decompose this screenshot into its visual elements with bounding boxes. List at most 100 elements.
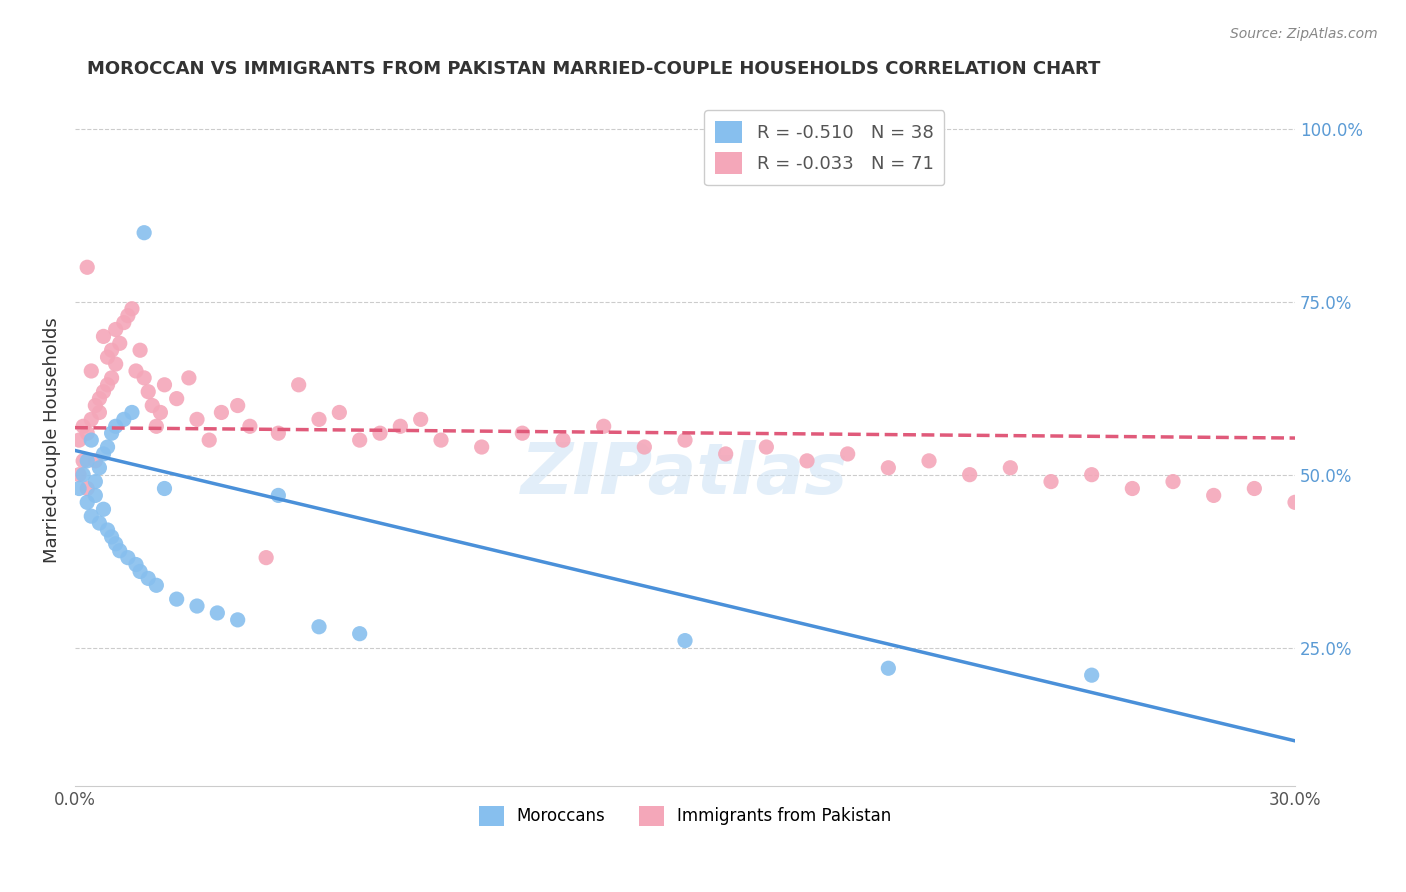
Point <box>80 364 103 378</box>
Point <box>100 530 122 544</box>
Point <box>349 433 371 447</box>
Point <box>198 433 221 447</box>
Point <box>959 467 981 482</box>
Point <box>430 433 453 447</box>
Point <box>67 433 90 447</box>
Point <box>117 309 139 323</box>
Point <box>100 426 122 441</box>
Point <box>72 419 94 434</box>
Point <box>177 371 200 385</box>
Point <box>112 412 135 426</box>
Point <box>145 419 167 434</box>
Point <box>84 475 107 489</box>
Point <box>129 565 152 579</box>
Point <box>1243 482 1265 496</box>
Point <box>1080 467 1102 482</box>
Point <box>145 578 167 592</box>
Point <box>100 343 122 358</box>
Point <box>121 301 143 316</box>
Point <box>308 412 330 426</box>
Point <box>93 384 115 399</box>
Point <box>76 454 98 468</box>
Point <box>186 599 208 613</box>
Point <box>136 571 159 585</box>
Point <box>89 392 111 406</box>
Point <box>673 433 696 447</box>
Point <box>134 226 156 240</box>
Point <box>141 399 163 413</box>
Text: MOROCCAN VS IMMIGRANTS FROM PAKISTAN MARRIED-COUPLE HOUSEHOLDS CORRELATION CHART: MOROCCAN VS IMMIGRANTS FROM PAKISTAN MAR… <box>87 60 1101 78</box>
Legend: Moroccans, Immigrants from Pakistan: Moroccans, Immigrants from Pakistan <box>472 799 898 833</box>
Point <box>267 426 290 441</box>
Point <box>673 633 696 648</box>
Point <box>186 412 208 426</box>
Point <box>125 558 148 572</box>
Point <box>267 488 290 502</box>
Point <box>117 550 139 565</box>
Point <box>1202 488 1225 502</box>
Point <box>837 447 859 461</box>
Point <box>67 482 90 496</box>
Point <box>80 509 103 524</box>
Point <box>471 440 494 454</box>
Point <box>84 454 107 468</box>
Point <box>1000 460 1022 475</box>
Point <box>153 377 176 392</box>
Point <box>349 626 371 640</box>
Point <box>96 350 118 364</box>
Point <box>714 447 737 461</box>
Point <box>153 482 176 496</box>
Point <box>84 488 107 502</box>
Point <box>76 495 98 509</box>
Point <box>108 543 131 558</box>
Point <box>89 405 111 419</box>
Point <box>1284 495 1306 509</box>
Point <box>209 405 232 419</box>
Point <box>67 467 90 482</box>
Y-axis label: Married-couple Households: Married-couple Households <box>44 318 60 563</box>
Point <box>129 343 152 358</box>
Point <box>125 364 148 378</box>
Text: ZIPatlas: ZIPatlas <box>522 440 849 509</box>
Point <box>226 613 249 627</box>
Point <box>551 433 574 447</box>
Point <box>104 357 127 371</box>
Point <box>368 426 391 441</box>
Point <box>72 454 94 468</box>
Point <box>72 467 94 482</box>
Point <box>1040 475 1063 489</box>
Point <box>633 440 655 454</box>
Point <box>796 454 818 468</box>
Point <box>134 371 156 385</box>
Point <box>93 502 115 516</box>
Point <box>96 377 118 392</box>
Point <box>108 336 131 351</box>
Point <box>1121 482 1143 496</box>
Point <box>136 384 159 399</box>
Point <box>308 620 330 634</box>
Point <box>877 460 900 475</box>
Point <box>149 405 172 419</box>
Point <box>409 412 432 426</box>
Point <box>89 460 111 475</box>
Point <box>207 606 229 620</box>
Point <box>755 440 778 454</box>
Point <box>389 419 412 434</box>
Point <box>1161 475 1184 489</box>
Point <box>104 419 127 434</box>
Point <box>96 523 118 537</box>
Point <box>93 329 115 343</box>
Point <box>121 405 143 419</box>
Point <box>104 322 127 336</box>
Point <box>239 419 262 434</box>
Point <box>76 482 98 496</box>
Point <box>918 454 941 468</box>
Point <box>254 550 277 565</box>
Point <box>328 405 350 419</box>
Point <box>89 516 111 530</box>
Point <box>512 426 534 441</box>
Point <box>76 260 98 275</box>
Point <box>166 392 188 406</box>
Point <box>80 433 103 447</box>
Point <box>226 399 249 413</box>
